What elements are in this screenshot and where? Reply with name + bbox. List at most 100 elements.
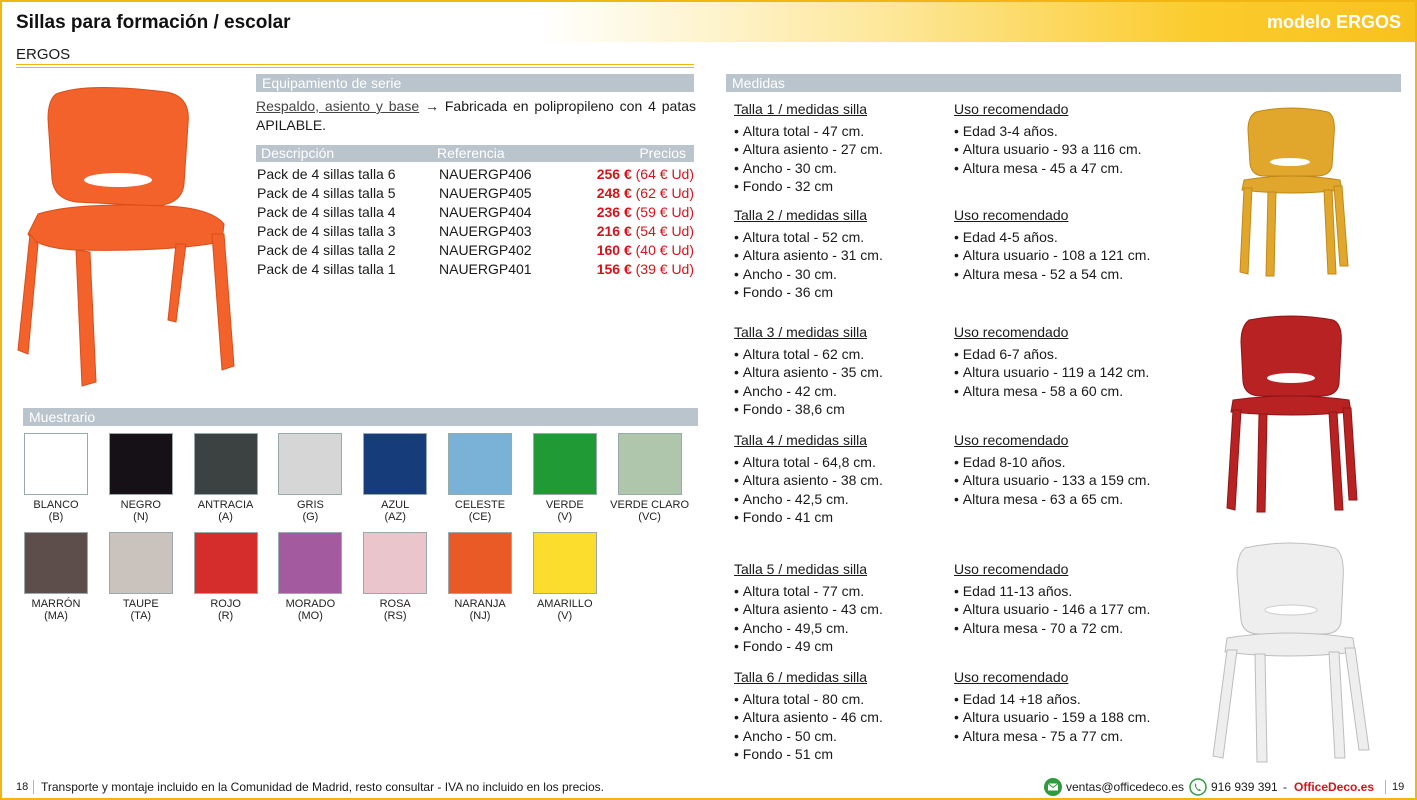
- swatch-code: (RS): [383, 610, 407, 622]
- footer-note: Transporte y montaje incluido en la Comu…: [41, 780, 604, 794]
- usage-item: Edad 4-5 años.: [954, 228, 1150, 247]
- color-swatch[interactable]: [617, 433, 682, 495]
- color-swatch[interactable]: [363, 433, 428, 495]
- price: 236 €: [596, 204, 632, 220]
- swatch-label: VERDE CLARO (VC): [605, 499, 695, 523]
- backrest-handle: [1264, 604, 1318, 616]
- color-swatch[interactable]: [532, 532, 597, 594]
- swatch-label: AMARILLO (V): [520, 598, 610, 622]
- color-swatch[interactable]: [448, 532, 512, 594]
- color-swatch[interactable]: [193, 433, 258, 495]
- swatch-label: GRIS (G): [265, 499, 355, 523]
- col-price: Precios: [639, 145, 686, 161]
- swatch-name: MORADO: [285, 598, 336, 610]
- brand-link[interactable]: OfficeDeco.es: [1294, 780, 1375, 794]
- footer-divider: [33, 780, 34, 794]
- swatch-code: (TA): [130, 610, 152, 622]
- usage-item: Altura usuario - 93 a 116 cm.: [954, 140, 1142, 159]
- color-swatch[interactable]: [24, 532, 88, 594]
- swatch-name: CELESTE: [454, 499, 506, 511]
- table-row: Pack de 4 sillas talla 6 NAUERGP406 256 € …: [256, 165, 694, 184]
- swatch-name: ANTRACIA: [197, 499, 254, 511]
- color-swatch[interactable]: [532, 433, 597, 495]
- table-row: Pack de 4 sillas talla 3 NAUERGP403 216 € …: [256, 222, 694, 241]
- swatch-name: BLANCO: [33, 499, 79, 511]
- swatch-code: (A): [218, 511, 233, 523]
- swatch-name: AZUL: [381, 499, 410, 511]
- color-swatch[interactable]: [448, 433, 512, 495]
- row-price: 256 € (64 € Ud): [597, 165, 694, 184]
- swatch-code: (N): [133, 511, 149, 523]
- price: 156 €: [596, 261, 632, 277]
- swatch-code: (NJ): [469, 610, 491, 622]
- color-swatch[interactable]: [108, 532, 173, 594]
- color-swatch[interactable]: [278, 532, 343, 594]
- usage-item: Altura mesa - 75 a 77 cm.: [954, 727, 1150, 746]
- size-title: Talla 5 / medidas silla: [734, 561, 868, 577]
- color-swatch[interactable]: [24, 433, 88, 495]
- swatch-code: (MO): [297, 610, 323, 622]
- row-ref: NAUERGP403: [439, 223, 532, 239]
- unit-price: (62 € Ud): [635, 185, 694, 201]
- row-ref: NAUERGP402: [439, 242, 532, 258]
- price: 160 €: [596, 242, 632, 258]
- size-measures: Talla 1 / medidas silla Altura total - 47…: [734, 100, 883, 196]
- unit-price: (59 € Ud): [635, 204, 694, 220]
- color-swatch[interactable]: [363, 532, 428, 594]
- swatch-name: NARANJA: [454, 598, 506, 610]
- swatch-label: ROSA (RS): [350, 598, 440, 622]
- swatch-label: BLANCO (B): [11, 499, 101, 523]
- price: 216 €: [596, 223, 632, 239]
- equip-link: Respaldo, asiento y base: [256, 98, 420, 114]
- color-swatch[interactable]: [193, 532, 258, 594]
- measure-item: Fondo - 49 cm: [734, 637, 883, 656]
- swatch-code: (V): [557, 610, 573, 622]
- row-desc: Pack de 4 sillas talla 6: [257, 166, 396, 182]
- row-ref: NAUERGP406: [439, 166, 532, 182]
- usage-item: Altura usuario - 108 a 121 cm.: [954, 246, 1151, 265]
- usage-title: Uso recomendado: [954, 561, 1069, 577]
- color-swatch[interactable]: [108, 433, 173, 495]
- measure-item: Altura asiento - 27 cm.: [734, 140, 883, 159]
- row-desc: Pack de 4 sillas talla 2: [257, 242, 396, 258]
- phone-number[interactable]: 916 939 391: [1211, 780, 1278, 794]
- measure-item: Altura asiento - 38 cm.: [734, 471, 883, 490]
- equip-text: Fabricada en polipropileno con 4 patas A…: [256, 98, 697, 133]
- measure-item: Altura asiento - 43 cm.: [734, 600, 883, 619]
- swatch-code: (AZ): [384, 511, 406, 523]
- unit-price: (64 € Ud): [635, 166, 694, 182]
- phone-icon: [1189, 778, 1207, 796]
- measure-item: Altura total - 77 cm.: [734, 582, 883, 601]
- col-desc: Descripción: [261, 145, 335, 161]
- color-swatch[interactable]: [278, 433, 343, 495]
- footer-divider: [1385, 780, 1386, 794]
- product-subtitle: ERGOS: [16, 46, 71, 63]
- usage-item: Edad 8-10 años.: [954, 453, 1150, 472]
- swatch-label: MORADO (MO): [265, 598, 355, 622]
- swatch-name: ROJO: [210, 598, 241, 610]
- email-link[interactable]: ventas@officedeco.es: [1066, 780, 1185, 794]
- footer-dash: -: [1283, 780, 1287, 794]
- measure-item: Altura total - 62 cm.: [734, 345, 883, 364]
- swatch-name: TAUPE: [122, 598, 159, 610]
- swatch-label: VERDE (V): [520, 499, 610, 523]
- swatch-name: NEGRO: [120, 499, 161, 511]
- equip-description: Respaldo, asiento y base → Fabricada en …: [256, 97, 696, 135]
- chair-image-white: [1212, 542, 1370, 763]
- email-icon: [1044, 778, 1062, 796]
- usage-item: Edad 14 +18 años.: [954, 690, 1150, 709]
- size-measures: Talla 4 / medidas silla Altura total - 64…: [734, 431, 883, 527]
- measure-item: Ancho - 42 cm.: [734, 382, 883, 401]
- measure-item: Altura total - 64,8 cm.: [734, 453, 883, 472]
- swatch-code: (G): [302, 511, 319, 523]
- chair-image-orange: [17, 86, 235, 387]
- usage-item: Altura mesa - 70 a 72 cm.: [954, 619, 1150, 638]
- usage-title: Uso recomendado: [954, 101, 1069, 117]
- swatch-code: (VC): [638, 511, 661, 523]
- samples-bar: Muestrario: [23, 408, 698, 426]
- chair-image-yellow: [1239, 107, 1349, 277]
- table-row: Pack de 4 sillas talla 2 NAUERGP402 160 € …: [256, 241, 694, 260]
- usage-title: Uso recomendado: [954, 669, 1069, 685]
- swatch-code: (R): [217, 610, 234, 622]
